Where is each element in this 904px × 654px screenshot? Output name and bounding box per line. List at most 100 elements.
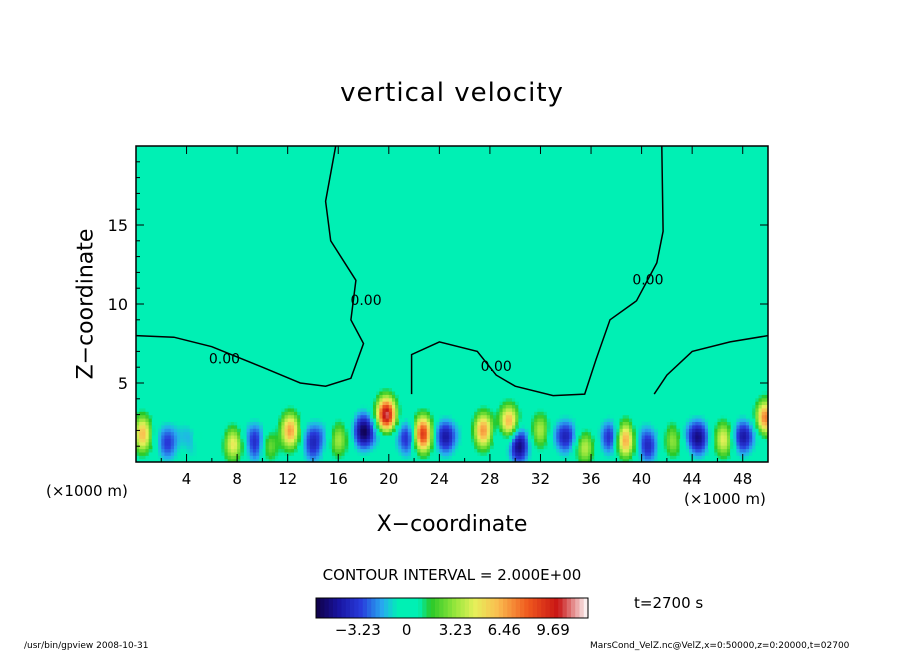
field-cell xyxy=(470,434,475,439)
field-cell xyxy=(704,421,709,426)
field-cell xyxy=(221,445,226,450)
colorbar-cell xyxy=(341,598,347,618)
field-cell xyxy=(322,448,327,453)
field-cell xyxy=(309,417,314,422)
field-cell xyxy=(246,451,251,456)
field-cell xyxy=(249,448,254,453)
field-cell xyxy=(515,424,519,429)
field-cell xyxy=(654,455,658,460)
field-cell xyxy=(477,455,482,460)
colorbar-cell xyxy=(507,598,512,618)
field-cell xyxy=(382,417,387,422)
field-cell xyxy=(448,424,453,429)
field-cell xyxy=(230,441,235,446)
colorbar-cell xyxy=(388,598,393,618)
field-cell xyxy=(698,451,703,456)
field-cell xyxy=(439,431,444,436)
colorbar-cell xyxy=(324,598,330,618)
field-cell xyxy=(306,445,311,450)
field-cell xyxy=(376,394,380,399)
field-cell xyxy=(603,431,608,436)
field-cell xyxy=(613,434,617,439)
field-cell xyxy=(148,434,153,439)
field-cell xyxy=(423,445,428,450)
field-cell xyxy=(628,417,633,422)
field-cell xyxy=(641,431,646,436)
field-cell xyxy=(568,441,573,446)
field-cell xyxy=(445,458,450,462)
field-cell xyxy=(429,411,434,416)
field-cell xyxy=(309,434,314,439)
field-cell xyxy=(331,455,336,460)
field-cell xyxy=(556,431,561,436)
field-cell xyxy=(619,421,624,426)
field-cell xyxy=(483,411,488,416)
field-cell xyxy=(458,438,463,443)
field-cell xyxy=(199,441,203,446)
field-cell xyxy=(508,407,513,412)
field-cell xyxy=(493,404,497,409)
field-cell xyxy=(429,451,434,456)
field-cell xyxy=(385,411,390,416)
field-cell xyxy=(404,458,409,462)
field-cell xyxy=(429,421,434,426)
field-cell xyxy=(499,397,504,402)
field-cell xyxy=(521,424,526,429)
field-cell xyxy=(654,424,658,429)
field-cell xyxy=(562,441,567,446)
field-cell xyxy=(354,445,358,450)
field-cell xyxy=(755,401,760,406)
field-cell xyxy=(685,445,690,450)
field-cell xyxy=(619,455,624,460)
colorbar-cell xyxy=(545,598,551,618)
field-cell xyxy=(410,448,415,453)
field-cell xyxy=(587,448,592,453)
field-cell xyxy=(271,431,276,436)
field-cell xyxy=(423,438,428,443)
field-cell xyxy=(553,438,557,443)
field-cell xyxy=(407,458,412,462)
field-cell xyxy=(647,438,652,443)
field-cell xyxy=(398,428,403,433)
field-cell xyxy=(673,431,677,436)
field-cell xyxy=(398,397,403,402)
field-cell xyxy=(420,431,425,436)
field-cell xyxy=(354,411,358,416)
field-cell xyxy=(316,428,320,433)
field-cell xyxy=(183,431,188,436)
field-cell xyxy=(297,445,301,450)
field-cell xyxy=(474,404,478,409)
field-cell xyxy=(565,428,570,433)
field-cell xyxy=(559,451,564,456)
field-cell xyxy=(309,421,314,426)
field-cell xyxy=(505,448,510,453)
field-cell xyxy=(764,404,768,409)
field-cell xyxy=(707,421,712,426)
colorbar-cell xyxy=(528,598,534,618)
field-cell xyxy=(385,421,390,426)
field-cell xyxy=(474,438,478,443)
field-cell xyxy=(268,451,273,456)
field-cell xyxy=(556,434,561,439)
field-cell xyxy=(202,434,207,439)
field-cell xyxy=(382,421,387,426)
field-cell xyxy=(246,424,251,429)
colorbar-cell xyxy=(439,598,444,618)
colorbar-cell xyxy=(379,598,385,618)
field-cell xyxy=(578,448,583,453)
field-cell xyxy=(486,434,491,439)
field-cell xyxy=(562,434,567,439)
field-cell xyxy=(486,407,491,412)
field-cell xyxy=(749,441,753,446)
field-cell xyxy=(537,438,542,443)
field-cell xyxy=(698,434,703,439)
field-cell xyxy=(591,438,595,443)
field-cell xyxy=(764,414,768,419)
field-cell xyxy=(723,428,728,433)
field-cell xyxy=(439,414,444,419)
field-cell xyxy=(524,424,529,429)
field-cell xyxy=(613,428,617,433)
field-cell xyxy=(404,455,409,460)
field-cell xyxy=(398,434,403,439)
field-cell xyxy=(568,421,573,426)
